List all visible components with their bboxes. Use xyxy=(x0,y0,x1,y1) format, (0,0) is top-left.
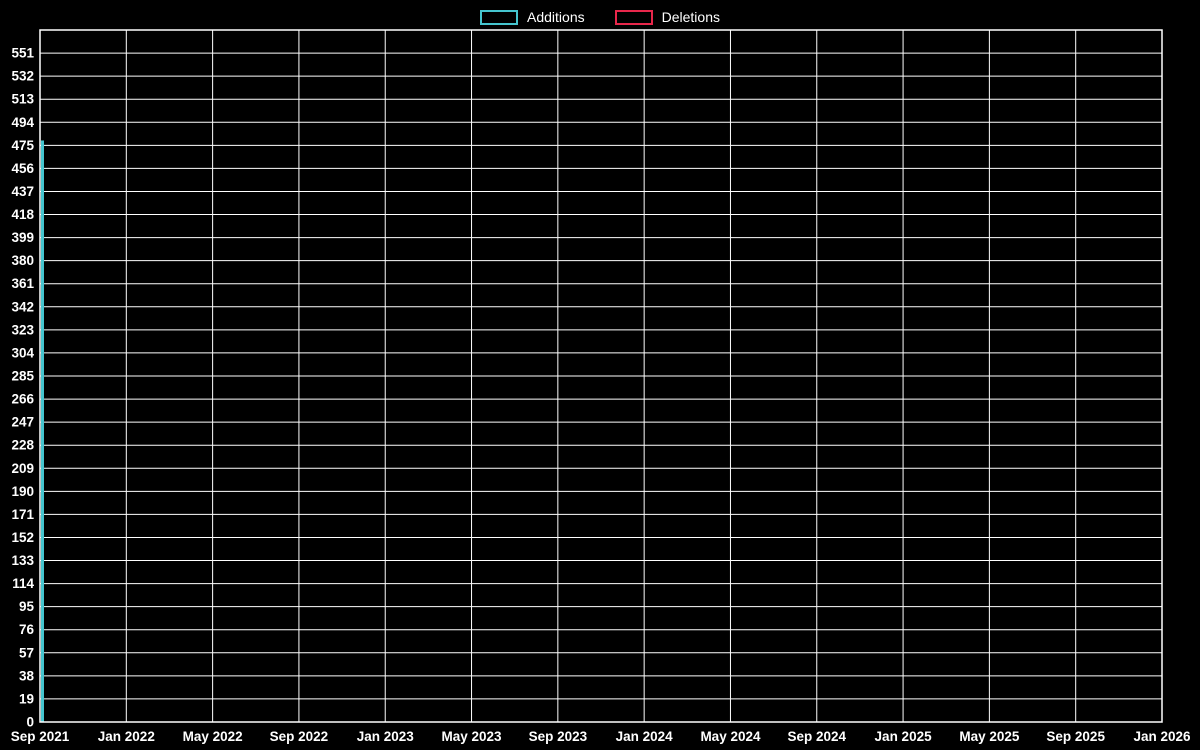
x-tick-label: Jan 2023 xyxy=(357,729,415,744)
y-tick-label: 323 xyxy=(11,322,34,337)
y-tick-label: 361 xyxy=(11,276,34,291)
plot-border xyxy=(39,29,1163,723)
legend-item-additions: Additions xyxy=(480,9,585,25)
y-tick-label: 171 xyxy=(11,507,34,522)
y-tick-label: 513 xyxy=(11,92,34,107)
x-axis-labels: Sep 2021 Jan 2022 May 2022 Sep 2022 Jan 2023… xyxy=(11,729,1191,744)
legend-item-deletions: Deletions xyxy=(614,9,720,25)
y-tick-label: 437 xyxy=(11,184,34,199)
y-tick-label: 152 xyxy=(11,530,34,545)
y-tick-label: 399 xyxy=(11,230,34,245)
x-tick-label: May 2024 xyxy=(700,729,761,744)
y-tick-label: 190 xyxy=(11,484,34,499)
y-tick-label: 247 xyxy=(11,415,34,430)
chart-legend: Additions Deletions xyxy=(0,7,1200,27)
x-tick-label: May 2023 xyxy=(442,729,503,744)
y-tick-label: 0 xyxy=(26,715,34,730)
legend-label: Deletions xyxy=(661,9,720,25)
x-tick-label: Sep 2025 xyxy=(1046,729,1105,744)
y-tick-label: 285 xyxy=(11,369,34,384)
y-tick-label: 228 xyxy=(11,438,34,453)
y-tick-label: 456 xyxy=(11,161,34,176)
x-tick-label: May 2022 xyxy=(183,729,243,744)
y-tick-label: 532 xyxy=(11,69,34,84)
y-tick-label: 551 xyxy=(11,46,34,61)
x-tick-label: May 2025 xyxy=(959,729,1020,744)
x-tick-label: Jan 2022 xyxy=(98,729,155,744)
y-tick-label: 19 xyxy=(19,691,34,706)
y-tick-label: 494 xyxy=(11,115,34,130)
y-tick-label: 133 xyxy=(11,553,34,568)
grid-lines xyxy=(40,30,1162,722)
legend-label: Additions xyxy=(527,9,585,25)
y-tick-label: 304 xyxy=(11,345,34,360)
y-tick-label: 57 xyxy=(19,645,34,660)
x-tick-label: Sep 2023 xyxy=(529,729,588,744)
additions-bar xyxy=(41,140,44,723)
y-axis-labels: 0 19 38 57 76 95 114 133 152 171 190 209 228 247 266 28… xyxy=(11,46,34,730)
additions-swatch-icon xyxy=(480,9,519,25)
x-tick-label: Jan 2025 xyxy=(875,729,933,744)
x-tick-label: Sep 2022 xyxy=(270,729,329,744)
y-tick-label: 38 xyxy=(19,668,35,683)
y-tick-label: 95 xyxy=(19,599,35,614)
y-tick-label: 380 xyxy=(11,253,34,268)
bars xyxy=(41,140,44,723)
x-tick-label: Sep 2024 xyxy=(787,729,846,744)
y-tick-label: 475 xyxy=(11,138,34,153)
x-tick-label: Sep 2021 xyxy=(11,729,70,744)
deletions-swatch-icon xyxy=(614,9,653,25)
y-tick-label: 76 xyxy=(19,622,35,637)
y-tick-label: 418 xyxy=(11,207,34,222)
x-tick-label: Jan 2024 xyxy=(616,729,674,744)
y-tick-label: 342 xyxy=(11,299,34,314)
y-tick-label: 114 xyxy=(12,576,34,591)
y-tick-label: 266 xyxy=(11,392,34,407)
y-tick-label: 209 xyxy=(11,461,34,476)
x-tick-label: Jan 2026 xyxy=(1133,729,1191,744)
